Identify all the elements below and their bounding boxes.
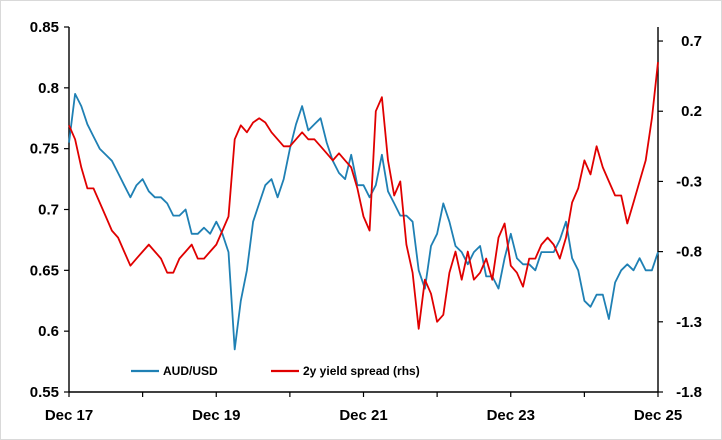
series-line-1 xyxy=(68,62,659,330)
x-tick-label: Dec 25 xyxy=(634,407,682,424)
left-tick-label: 0.55 xyxy=(30,384,59,401)
right-tick-label: -1.8 xyxy=(676,384,702,401)
left-tick-label: 0.75 xyxy=(30,141,59,158)
legend-label: AUD/USD xyxy=(163,364,218,378)
left-tick-label: 0.8 xyxy=(38,80,59,97)
x-tick-label: Dec 17 xyxy=(45,407,93,424)
x-tick-label: Dec 23 xyxy=(487,407,535,424)
right-y-axis: -1.8 -1.3 -0.8 -0.3 0.2 0.7 xyxy=(657,27,702,401)
right-tick-label: 0.7 xyxy=(681,33,702,50)
right-tick-label: -1.3 xyxy=(676,314,702,331)
left-tick-label: 0.85 xyxy=(30,19,59,36)
series-layer xyxy=(68,62,659,351)
x-tick-label: Dec 19 xyxy=(192,407,240,424)
right-tick-label: -0.8 xyxy=(676,244,702,261)
x-tick-label: Dec 21 xyxy=(339,407,387,424)
legend: AUD/USD 2y yield spread (rhs) xyxy=(131,364,420,378)
x-axis: Dec 17 Dec 19 Dec 21 Dec 23 Dec 25 xyxy=(45,391,682,424)
right-tick-label: 0.2 xyxy=(681,103,702,120)
series-line-0 xyxy=(68,93,659,351)
right-tick-label: -0.3 xyxy=(676,173,702,190)
left-tick-label: 0.7 xyxy=(38,202,59,219)
left-y-axis: 0.55 0.6 0.65 0.7 0.75 0.8 0.85 xyxy=(30,19,70,401)
left-tick-label: 0.6 xyxy=(38,323,59,340)
legend-label: 2y yield spread (rhs) xyxy=(303,364,420,378)
left-tick-label: 0.65 xyxy=(30,262,59,279)
